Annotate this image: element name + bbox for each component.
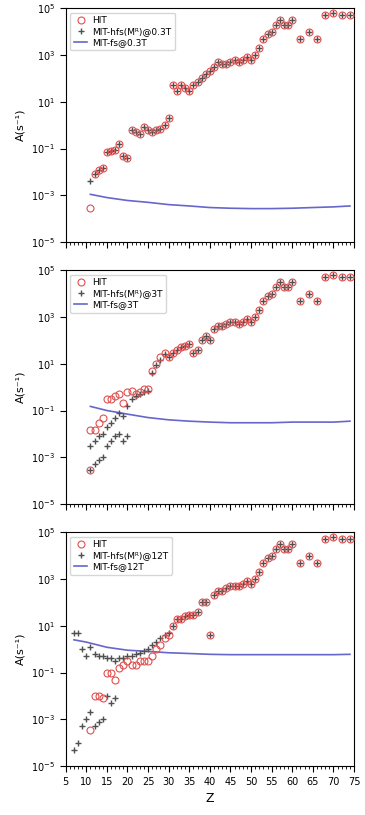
Legend: HIT, MIT-hfs(Mᴿ)@12T, MIT-fs@12T: HIT, MIT-hfs(Mᴿ)@12T, MIT-fs@12T [70,537,172,575]
X-axis label: Z: Z [205,792,214,805]
Y-axis label: A(s⁻¹): A(s⁻¹) [16,371,26,403]
Y-axis label: A(s⁻¹): A(s⁻¹) [16,109,26,141]
Legend: HIT, MIT-hfs(Mᴿ)@3T, MIT-fs@3T: HIT, MIT-hfs(Mᴿ)@3T, MIT-fs@3T [70,275,166,312]
Legend: HIT, MIT-hfs(Mᴿ)@0.3T, MIT-fs@0.3T: HIT, MIT-hfs(Mᴿ)@0.3T, MIT-fs@0.3T [70,13,174,51]
Y-axis label: A(s⁻¹): A(s⁻¹) [16,633,26,665]
